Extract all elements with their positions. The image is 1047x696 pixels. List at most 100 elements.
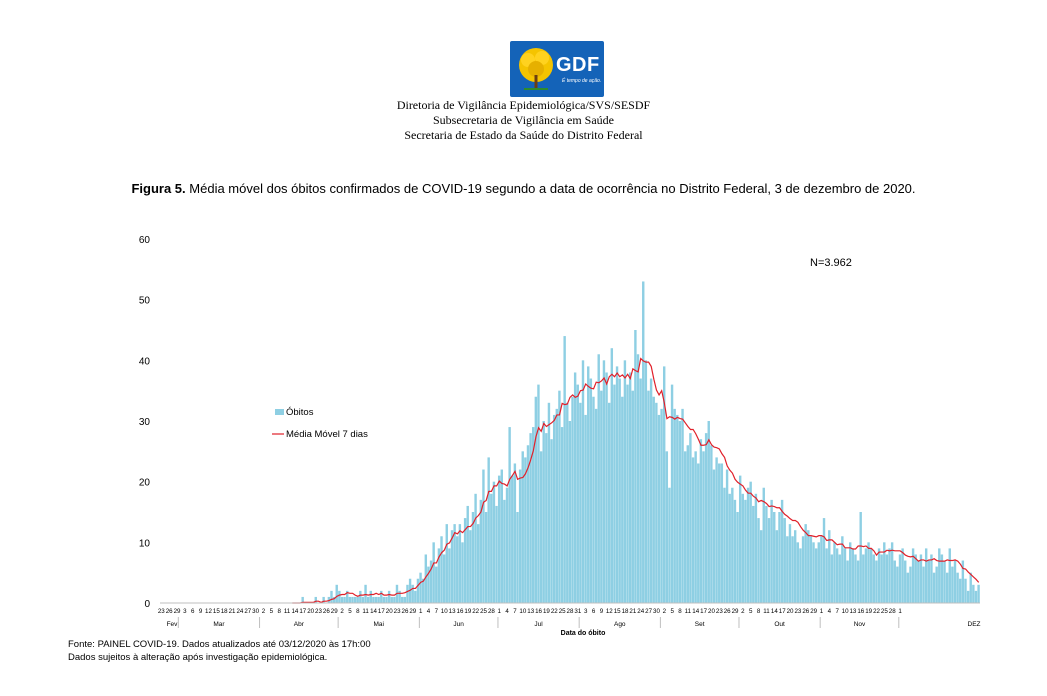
header-line-2: Subsecretaria de Vigilância em Saúde — [433, 113, 614, 127]
bar-deaths — [799, 548, 802, 603]
bar-deaths — [660, 408, 663, 603]
bar-deaths — [919, 554, 923, 603]
figure-title: Figura 5. Média móvel dos óbitos confirm… — [0, 181, 1047, 196]
bar-deaths — [382, 596, 386, 603]
bar-deaths — [636, 354, 640, 603]
x-tick-label: 10 — [441, 608, 448, 615]
bar-deaths — [359, 590, 362, 603]
total-annotation: N=3.962 — [810, 257, 852, 269]
x-tick-label: 10 — [519, 608, 526, 615]
bar-deaths — [594, 408, 598, 603]
bar-deaths — [487, 457, 490, 603]
x-tick-label: 11 — [763, 608, 770, 615]
bar-deaths — [618, 378, 621, 603]
x-tick-label: 25 — [480, 608, 487, 615]
bar-deaths — [607, 402, 611, 603]
bar-deaths — [838, 554, 841, 603]
bar-deaths — [780, 499, 784, 603]
bar-deaths — [932, 572, 936, 603]
bar-deaths — [710, 445, 713, 603]
bar-deaths — [385, 596, 388, 603]
bar-deaths — [938, 548, 941, 603]
bar-deaths — [678, 421, 682, 603]
bar-deaths — [904, 560, 907, 603]
x-tick-label: 1 — [419, 608, 423, 615]
bar-deaths — [534, 396, 538, 603]
x-tick-label: 1 — [898, 608, 902, 615]
bar-deaths — [343, 596, 346, 603]
bar-deaths — [778, 512, 781, 603]
x-tick-label: 26 — [724, 608, 731, 615]
x-tick-label: 10 — [842, 608, 849, 615]
bar-deaths — [484, 512, 488, 603]
bar-deaths — [348, 596, 352, 603]
bar-deaths — [387, 590, 391, 603]
bar-deaths — [463, 518, 467, 603]
x-tick-label: 20 — [307, 608, 314, 615]
bar-deaths — [631, 390, 634, 603]
bar-deaths — [752, 505, 755, 603]
bar-deaths — [880, 554, 883, 603]
x-tick-label: 26 — [802, 608, 809, 615]
bar-deaths — [673, 408, 676, 603]
bar-deaths — [356, 596, 359, 603]
bar-deaths — [901, 548, 904, 603]
bar-deaths — [513, 463, 517, 603]
bar-deaths — [969, 572, 972, 603]
bar-deaths — [605, 372, 608, 603]
bar-deaths — [642, 281, 645, 603]
bar-deaths — [477, 524, 480, 603]
x-tick-label: 28 — [567, 608, 574, 615]
bar-deaths — [786, 536, 789, 603]
x-tick-label: 23 — [158, 608, 165, 615]
x-tick-label: 18 — [221, 608, 228, 615]
bar-deaths — [715, 457, 718, 603]
bar-deaths — [652, 396, 655, 603]
bar-deaths — [812, 542, 815, 603]
bar-deaths — [974, 590, 978, 603]
bar-deaths — [511, 475, 514, 603]
bar-deaths — [453, 524, 456, 603]
bar-deaths — [647, 390, 650, 603]
bar-deaths — [526, 445, 530, 603]
bar-deaths — [943, 560, 946, 603]
bar-deaths — [935, 566, 938, 603]
bar-deaths — [490, 493, 493, 603]
bar-deaths — [814, 548, 818, 603]
logo-text: GDF — [556, 54, 600, 76]
bar-deaths — [555, 408, 558, 603]
x-tick-label: 11 — [685, 608, 692, 615]
bar-deaths — [429, 560, 433, 603]
figure-title-text: Média móvel dos óbitos confirmados de CO… — [189, 181, 916, 196]
bar-deaths — [856, 560, 860, 603]
bar-deaths — [592, 396, 595, 603]
bar-deaths — [628, 372, 632, 603]
x-tick-label: 27 — [645, 608, 652, 615]
bar-deaths — [770, 499, 773, 603]
bar-deaths — [364, 584, 367, 603]
gdf-logo: GDF É tempo de ação. — [510, 41, 604, 97]
x-tick-label: 17 — [779, 608, 786, 615]
bar-deaths — [890, 542, 894, 603]
x-tick-label: 19 — [865, 608, 872, 615]
bar-deaths — [822, 518, 826, 603]
bar-deaths — [503, 499, 506, 603]
header-line-3: Secretaria de Estado da Saúde do Distrit… — [404, 128, 643, 142]
bar-deaths — [458, 524, 462, 603]
x-tick-label: 4 — [505, 608, 509, 615]
bar-deaths — [804, 524, 807, 603]
bar-deaths — [372, 596, 375, 603]
bar-deaths — [767, 518, 771, 603]
bar-deaths — [597, 354, 600, 603]
bar-deaths — [655, 402, 658, 603]
bar-deaths — [663, 366, 666, 603]
bar-deaths — [497, 475, 501, 603]
bar-deaths — [712, 469, 716, 603]
bar-deaths — [885, 554, 889, 603]
bar-deaths — [738, 475, 742, 603]
logo-tagline: É tempo de ação. — [562, 78, 602, 84]
bar-deaths — [783, 518, 786, 603]
source-note: Fonte: PAINEL COVID-19. Dados atualizado… — [68, 639, 371, 650]
bar-deaths — [505, 487, 509, 603]
bar-deaths — [749, 481, 752, 603]
